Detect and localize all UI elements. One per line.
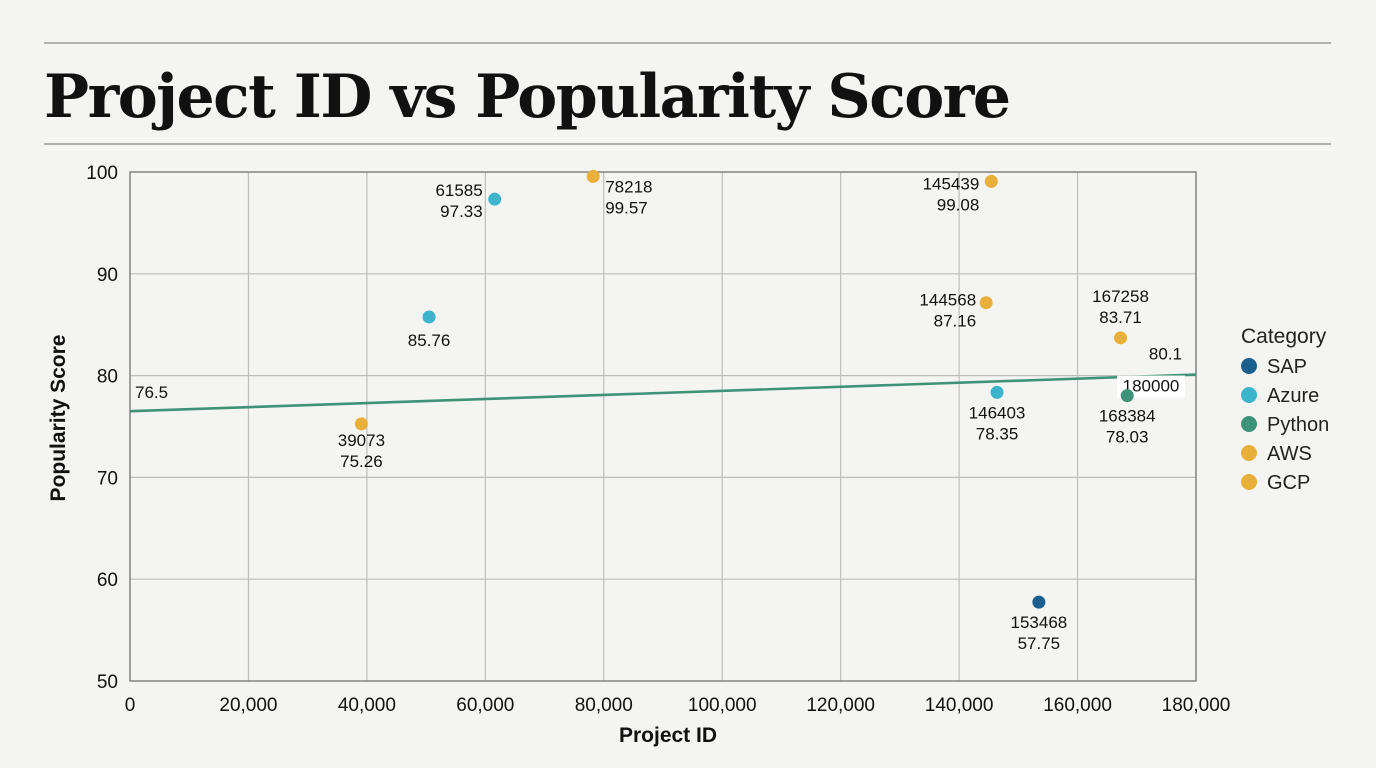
y-tick-label: 80: [97, 367, 118, 388]
point-label-y: 97.33: [440, 202, 483, 221]
legend-label-python: Python: [1267, 414, 1329, 436]
trendline-end-label-bg: [1117, 375, 1185, 398]
trendline-start-label: 76.5: [135, 383, 168, 402]
data-point-azure: [422, 310, 436, 324]
legend-swatch-aws: [1241, 445, 1257, 461]
point-label-x: 61585: [435, 181, 482, 200]
point-label-x: 168384: [1099, 407, 1156, 426]
point-label-y: 87.16: [934, 312, 977, 331]
x-tick-label: 0: [125, 695, 136, 716]
trendline-end-label-x: 180000: [1123, 377, 1180, 396]
x-tick-label: 180,000: [1162, 695, 1231, 716]
data-point-aws: [1114, 331, 1128, 345]
point-label-x: 145439: [923, 174, 980, 193]
data-points: 61585 97.33 78218 99.57 85.76 39073 75.26 14543…: [338, 169, 1156, 653]
point-label-x: 39073: [338, 431, 385, 450]
chart-title: Project ID vs Popularity Score: [44, 62, 1010, 132]
grid: [130, 172, 1196, 681]
point-label-x: 153468: [1011, 613, 1068, 632]
legend-label-sap: SAP: [1267, 356, 1307, 378]
point-label-x: 144568: [919, 291, 976, 310]
legend-swatch-azure: [1241, 387, 1257, 403]
x-tick-label: 60,000: [456, 695, 514, 716]
y-tick-label: 100: [86, 163, 118, 184]
point-label-y: 78.35: [976, 424, 1019, 443]
point-label-y: 99.57: [605, 198, 648, 217]
point-label-y: 78.03: [1106, 428, 1149, 447]
y-tick-label: 90: [97, 265, 118, 286]
legend-swatch-gcp: [1241, 474, 1257, 490]
x-tick-label: 80,000: [575, 695, 633, 716]
axes: 0 20,000 40,000 60,000 80,000 100,000 120,000 1…: [86, 163, 1230, 716]
point-label-x: 146403: [969, 403, 1026, 422]
data-point-sap: [1032, 595, 1046, 609]
point-label-x: 78218: [605, 177, 652, 196]
x-tick-label: 40,000: [338, 695, 396, 716]
data-point-azure: [488, 192, 502, 206]
point-label-x: 167258: [1092, 287, 1149, 306]
data-point-aws: [984, 174, 998, 188]
trendline: 76.5 80.1 180000: [129, 345, 1197, 413]
plot-frame: [129, 171, 1197, 682]
x-axis-label: Project ID: [619, 724, 717, 747]
trendline-end-label-y: 80.1: [1149, 345, 1182, 364]
data-point-aws: [979, 296, 993, 310]
legend-label-azure: Azure: [1267, 385, 1319, 407]
point-label-y: 99.08: [937, 195, 980, 214]
legend-swatch-sap: [1241, 358, 1257, 374]
legend-label-aws: AWS: [1267, 443, 1312, 465]
y-tick-label: 60: [97, 570, 118, 591]
x-tick-label: 160,000: [1043, 695, 1112, 716]
x-tick-label: 120,000: [806, 695, 875, 716]
x-tick-label: 140,000: [925, 695, 994, 716]
y-tick-label: 70: [97, 468, 118, 489]
y-tick-label: 50: [97, 672, 118, 693]
legend-title: Category: [1241, 325, 1327, 348]
data-point-python: [1120, 389, 1134, 403]
legend-label-gcp: GCP: [1267, 472, 1310, 494]
legend-swatch-python: [1241, 416, 1257, 432]
point-label-y: 75.26: [340, 452, 383, 471]
data-point-aws: [586, 169, 600, 183]
y-axis-label: Popularity Score: [47, 335, 70, 502]
point-label-y: 57.75: [1018, 634, 1061, 653]
trendline-line: [129, 373, 1197, 413]
x-tick-label: 100,000: [688, 695, 757, 716]
point-label-y: 85.76: [408, 331, 451, 350]
point-label-y: 83.71: [1099, 308, 1142, 327]
x-tick-label: 20,000: [219, 695, 277, 716]
legend: Category SAP Azure Python AWS GCP: [1241, 325, 1329, 494]
data-point-azure: [990, 385, 1004, 399]
data-point-aws: [354, 417, 368, 431]
